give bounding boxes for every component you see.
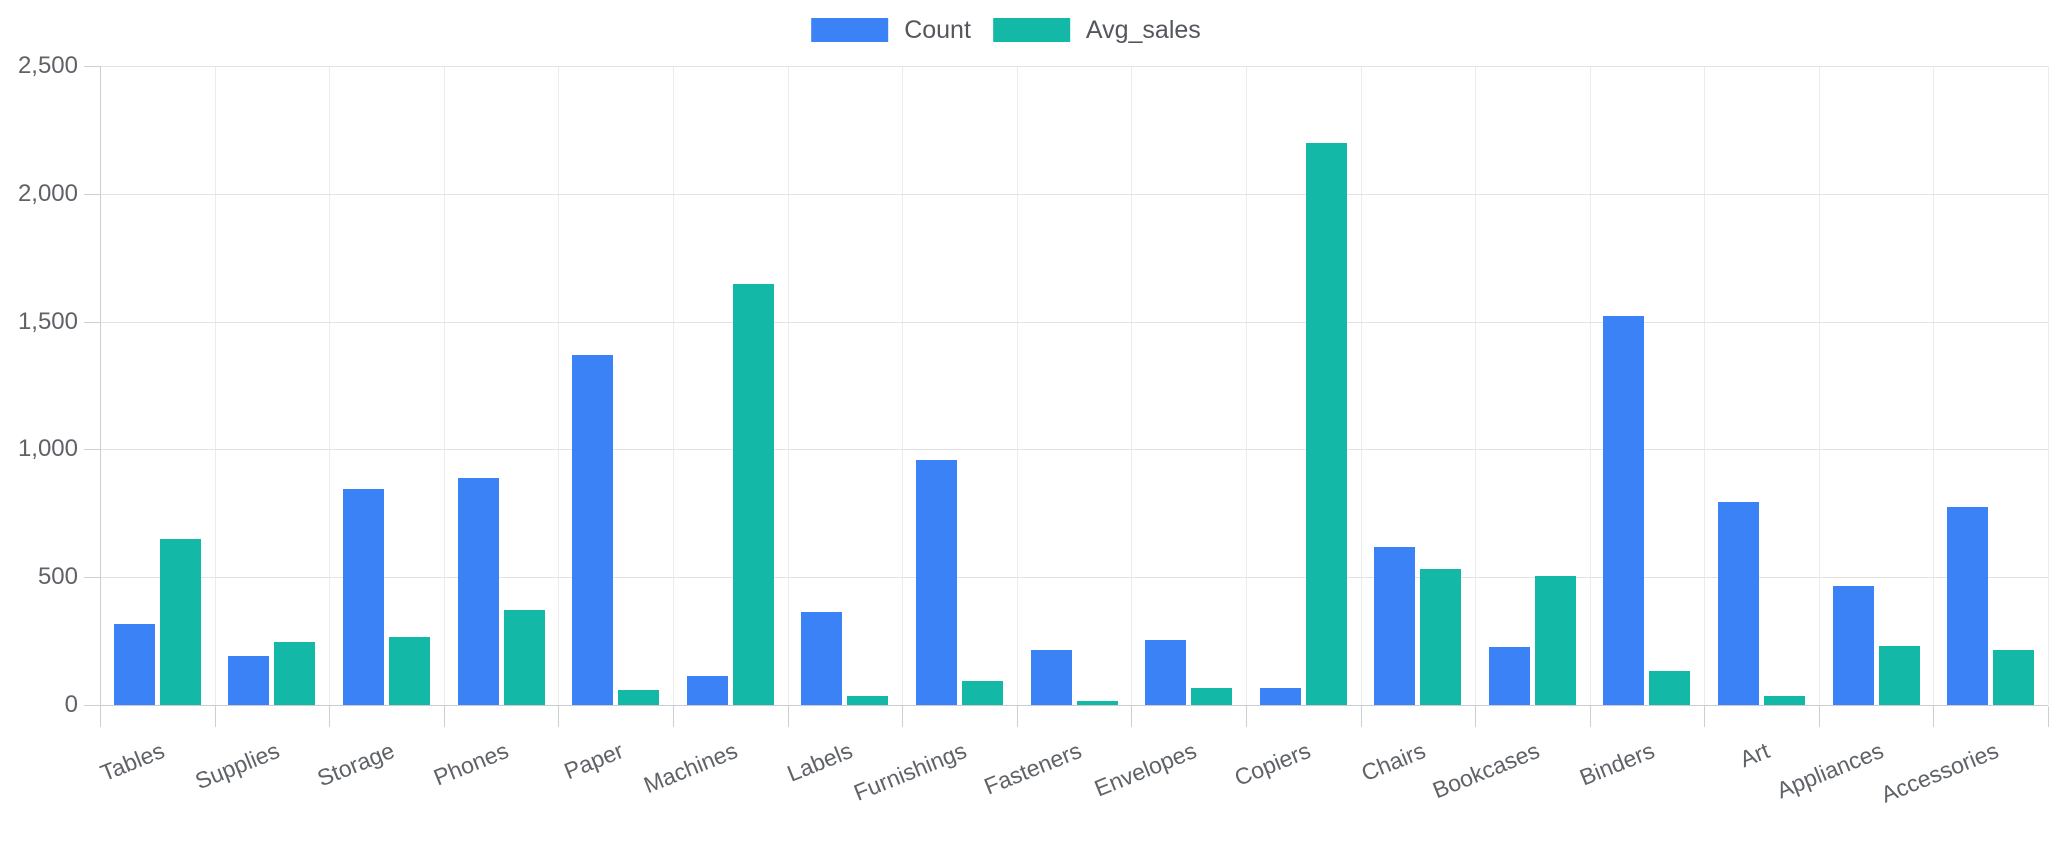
y-gridline (100, 321, 2048, 323)
bar-avg-sales-chairs[interactable] (1420, 568, 1462, 705)
bar-avg-sales-paper[interactable] (618, 690, 660, 705)
y-tick (84, 193, 100, 195)
x-tick (1245, 706, 1247, 727)
y-tick (84, 449, 100, 451)
x-gridline (902, 66, 904, 705)
legend-item-avg-sales[interactable]: Avg_sales (992, 15, 1201, 44)
x-tick (1818, 706, 1820, 727)
x-gridline (214, 66, 216, 705)
x-gridline (1475, 66, 1477, 705)
x-tick (1933, 706, 1935, 727)
bar-avg-sales-fasteners[interactable] (1076, 701, 1118, 705)
bar-avg-sales-storage[interactable] (389, 637, 430, 705)
bar-avg-sales-furnishings[interactable] (961, 680, 1003, 705)
bar-avg-sales-appliances[interactable] (1878, 646, 1920, 705)
legend: Count Avg_sales (811, 10, 1201, 50)
x-tick (214, 706, 216, 727)
legend-swatch-count-icon (811, 18, 889, 42)
y-axis-label: 2,500 (17, 52, 78, 79)
bar-avg-sales-tables[interactable] (159, 539, 201, 705)
x-gridline (1933, 66, 1935, 705)
legend-swatch-avg-sales-icon (992, 18, 1070, 42)
bar-chart: Count Avg_sales 0 500 1,000 1,500 2,000 2,500… (17, 10, 2049, 808)
x-tick (1589, 706, 1591, 727)
x-gridline (1131, 66, 1133, 705)
y-axis-label: 500 (37, 563, 78, 591)
x-axis-line (100, 705, 2048, 706)
y-tick (84, 705, 100, 706)
x-gridline (1818, 66, 1820, 705)
y-tick (84, 577, 100, 579)
x-gridline (2048, 66, 2049, 705)
x-tick (1704, 706, 1706, 727)
bar-count-labels[interactable] (801, 612, 843, 705)
bar-count-tables[interactable] (113, 623, 155, 705)
bar-count-envelopes[interactable] (1145, 640, 1187, 705)
bar-avg-sales-labels[interactable] (847, 696, 889, 705)
x-gridline (443, 66, 445, 705)
x-gridline (1360, 66, 1362, 705)
legend-item-count[interactable]: Count (811, 15, 971, 44)
bar-avg-sales-accessories[interactable] (1993, 649, 2035, 705)
x-gridline (1245, 66, 1247, 705)
x-tick (443, 706, 445, 727)
x-tick (672, 706, 674, 727)
bar-count-binders[interactable] (1603, 315, 1645, 705)
bar-count-furnishings[interactable] (915, 460, 957, 705)
legend-label-count: Count (904, 15, 971, 44)
y-tick (84, 321, 100, 323)
bar-avg-sales-binders[interactable] (1649, 670, 1691, 705)
x-tick (1360, 706, 1362, 727)
y-gridline (100, 577, 2048, 579)
y-axis-label: 0 (64, 691, 78, 718)
bar-avg-sales-machines[interactable] (732, 284, 774, 705)
bar-count-appliances[interactable] (1832, 585, 1874, 705)
x-tick (1131, 706, 1133, 727)
plot-area: 0 500 1,000 1,500 2,000 2,500 Tables Supplies St… (17, 52, 2049, 808)
bar-count-supplies[interactable] (228, 656, 270, 705)
y-axis-label: 2,000 (17, 179, 78, 207)
x-tick (100, 706, 101, 727)
bar-count-storage[interactable] (343, 488, 384, 705)
bar-avg-sales-bookcases[interactable] (1534, 576, 1576, 705)
x-gridline (558, 66, 560, 705)
bar-count-phones[interactable] (457, 477, 499, 705)
bar-count-fasteners[interactable] (1030, 649, 1072, 705)
x-gridline (1589, 66, 1591, 705)
x-tick (1016, 706, 1018, 727)
y-gridline (100, 66, 2048, 67)
y-tick (84, 66, 100, 67)
y-axis-label: 1,000 (17, 435, 78, 463)
x-tick (2048, 706, 2049, 727)
x-gridline (329, 66, 331, 705)
x-gridline (1704, 66, 1706, 705)
bar-count-art[interactable] (1718, 501, 1759, 705)
y-gridline (100, 449, 2048, 451)
x-tick (1475, 706, 1477, 727)
y-axis-line (100, 66, 101, 705)
y-gridline (100, 193, 2048, 195)
x-gridline (672, 66, 674, 705)
x-tick (558, 706, 560, 727)
bar-avg-sales-supplies[interactable] (274, 642, 316, 705)
x-gridline (787, 66, 789, 705)
y-axis-label: 1,500 (17, 307, 78, 335)
bar-avg-sales-envelopes[interactable] (1191, 688, 1233, 705)
legend-label-avg-sales: Avg_sales (1085, 15, 1201, 44)
x-tick (787, 706, 789, 727)
bar-count-bookcases[interactable] (1488, 646, 1530, 705)
bar-count-paper[interactable] (572, 354, 614, 705)
bar-count-machines[interactable] (686, 675, 728, 705)
x-tick (902, 706, 904, 727)
x-tick (329, 706, 331, 727)
bar-avg-sales-art[interactable] (1764, 696, 1805, 705)
x-gridline (1016, 66, 1018, 705)
bar-avg-sales-phones[interactable] (503, 610, 545, 705)
bar-count-copiers[interactable] (1259, 687, 1301, 705)
bar-count-accessories[interactable] (1947, 506, 1989, 705)
bar-avg-sales-copiers[interactable] (1305, 143, 1347, 705)
bar-count-chairs[interactable] (1374, 547, 1416, 705)
